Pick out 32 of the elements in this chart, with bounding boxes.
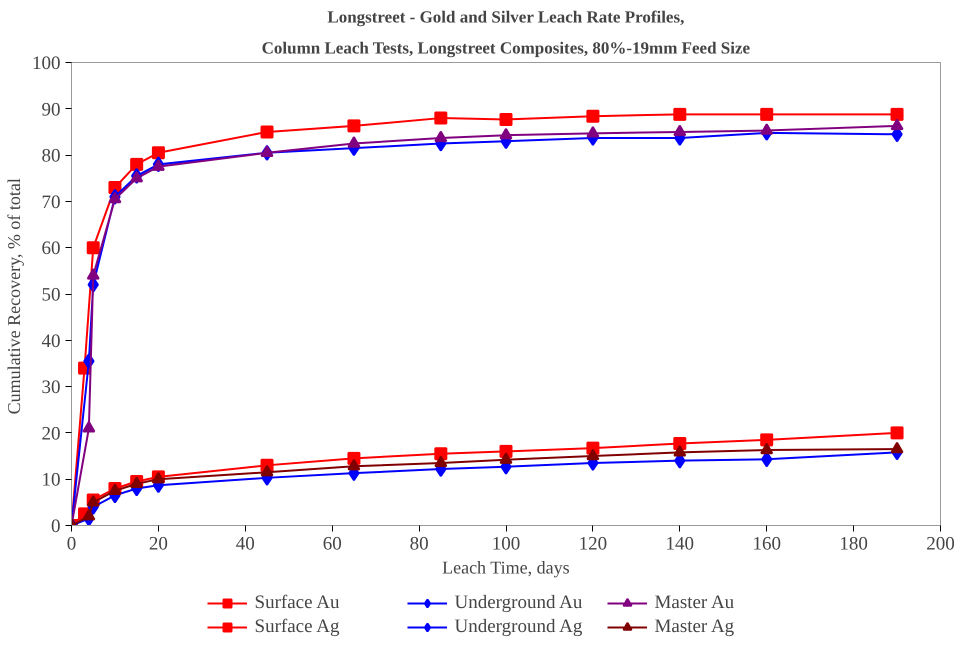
chart-subtitle: Column Leach Tests, Longstreet Composites, 80%-19mm Feed Size	[262, 38, 751, 58]
y-tick-label: 20	[42, 423, 60, 444]
y-axis-title: Cumulative Recovery, % of total	[4, 178, 24, 414]
y-tick-label: 30	[42, 377, 60, 398]
y-tick-label: 100	[32, 53, 60, 74]
y-tick-label: 10	[42, 470, 60, 491]
x-tick-label: 160	[752, 534, 781, 554]
y-tick-label: 0	[51, 516, 60, 537]
x-tick-label: 60	[322, 534, 342, 554]
x-tick-label: 180	[839, 534, 868, 554]
y-tick-label: 60	[42, 238, 60, 260]
y-tick-label: 50	[42, 284, 60, 306]
legend-label: Master Ag	[654, 616, 736, 638]
x-tick-label: 40	[236, 534, 255, 554]
x-tick-label: 120	[578, 534, 608, 554]
y-tick-label: 70	[42, 192, 60, 213]
x-tick-label: 80	[410, 534, 429, 554]
x-tick-label: 0	[66, 534, 76, 554]
y-tick-label: 80	[42, 146, 60, 167]
x-tick-label: 20	[148, 534, 168, 554]
x-axis-title: Leach Time, days	[442, 558, 570, 578]
legend-label: Master Au	[654, 592, 736, 614]
y-tick-label: 40	[42, 330, 60, 352]
legend-label: Surface Au	[254, 592, 340, 614]
legend-label: Surface Ag	[254, 616, 340, 638]
x-tick-label: 140	[666, 534, 694, 554]
chart-title: Longstreet - Gold and Silver Leach Rate Profiles,	[327, 8, 684, 26]
legend-label: Underground Au	[454, 592, 584, 614]
x-tick-label: 200	[926, 534, 955, 554]
y-tick-label: 90	[42, 99, 60, 120]
legend-label: Underground Ag	[454, 616, 584, 638]
x-tick-label: 100	[492, 534, 520, 554]
